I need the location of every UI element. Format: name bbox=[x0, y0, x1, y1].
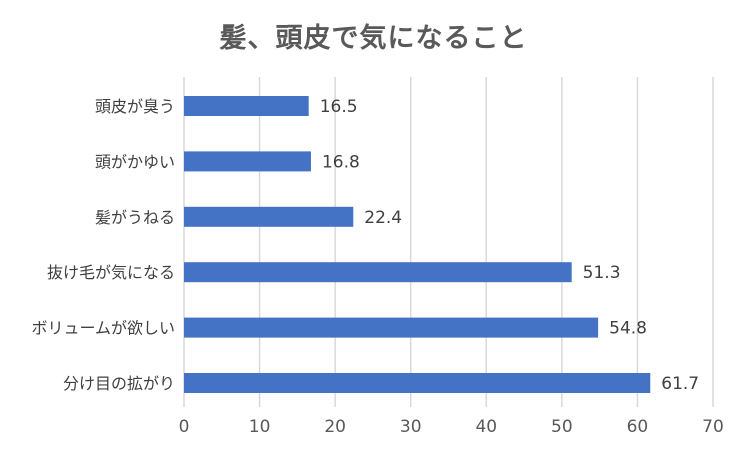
category-label: 分け目の拡がり bbox=[63, 374, 175, 393]
value-label: 16.8 bbox=[322, 152, 360, 172]
bar-2 bbox=[184, 206, 354, 227]
value-label: 54.8 bbox=[609, 319, 647, 339]
bar-0 bbox=[184, 96, 309, 116]
x-tick-label: 40 bbox=[475, 417, 497, 437]
chart-title: 髪、頭皮で気になること bbox=[219, 23, 528, 54]
category-label: ボリュームが欲しい bbox=[31, 319, 175, 338]
x-tick-label: 70 bbox=[702, 417, 724, 437]
value-label: 16.5 bbox=[320, 97, 358, 117]
labels: 0 10 20 30 40 50 60 70 頭皮が臭う 16.5 頭がかゆい 16.8 髪がうねる 22… bbox=[31, 97, 723, 437]
category-label: 髪がうねる bbox=[95, 208, 175, 227]
value-label: 61.7 bbox=[661, 374, 699, 394]
x-tick-label: 60 bbox=[627, 417, 649, 437]
bar-1 bbox=[184, 151, 311, 172]
category-label: 頭皮が臭う bbox=[95, 97, 175, 116]
x-tick-label: 10 bbox=[249, 417, 271, 437]
x-tick-label: 30 bbox=[400, 417, 422, 437]
gridlines bbox=[183, 77, 714, 407]
value-label: 51.3 bbox=[583, 263, 621, 283]
x-tick-label: 20 bbox=[324, 417, 346, 437]
category-label: 抜け毛が気になる bbox=[47, 263, 175, 282]
category-label: 頭がかゆい bbox=[95, 152, 175, 171]
x-tick-label: 0 bbox=[179, 417, 190, 437]
bar-4 bbox=[184, 317, 599, 338]
bars bbox=[184, 96, 651, 393]
bar-5 bbox=[184, 373, 651, 393]
value-label: 22.4 bbox=[364, 208, 402, 228]
bar-3 bbox=[184, 262, 572, 283]
x-tick-label: 50 bbox=[551, 417, 573, 437]
